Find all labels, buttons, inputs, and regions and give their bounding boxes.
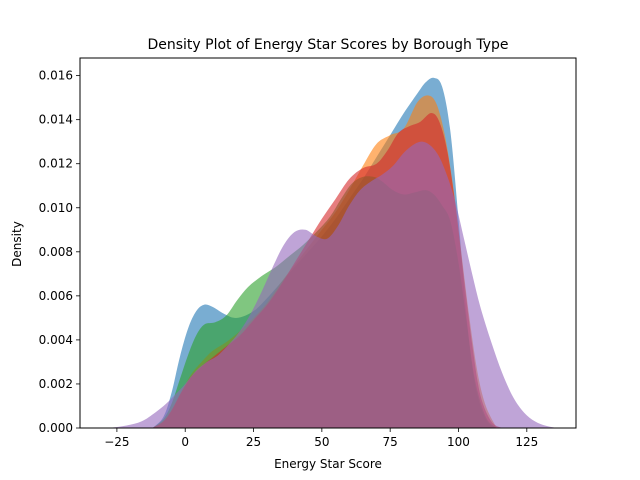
density-series-layer: [108, 77, 557, 428]
x-tick-label: 50: [314, 435, 329, 449]
chart-title: Density Plot of Energy Star Scores by Bo…: [147, 37, 508, 53]
y-tick-label: 0.014: [39, 113, 73, 127]
y-tick-label: 0.016: [39, 69, 73, 83]
x-axis-title: Energy Star Score: [274, 457, 382, 471]
x-tick-label: −25: [104, 435, 129, 449]
x-tick-label: 25: [246, 435, 261, 449]
x-tick-label: 0: [181, 435, 189, 449]
x-tick-label: 75: [383, 435, 398, 449]
plot-frame: [79, 57, 577, 429]
y-tick-label: 0.002: [39, 377, 73, 391]
y-tick-label: 0.012: [39, 157, 73, 171]
x-tick-label: 100: [447, 435, 470, 449]
y-tick-label: 0.006: [39, 289, 73, 303]
y-tick-label: 0.000: [39, 421, 73, 435]
x-tick-label: 125: [515, 435, 538, 449]
y-tick-label: 0.008: [39, 245, 73, 259]
y-axis: 0.000 0.002 0.004 0.006 0.008 0.010 0.012 0.014…: [39, 69, 80, 435]
y-axis-title: Density: [10, 221, 24, 267]
y-tick-label: 0.010: [39, 201, 73, 215]
x-axis: −25 0 25 50 75 100 125: [104, 428, 538, 449]
density-area-series-5: [108, 141, 557, 428]
y-tick-label: 0.004: [39, 333, 73, 347]
